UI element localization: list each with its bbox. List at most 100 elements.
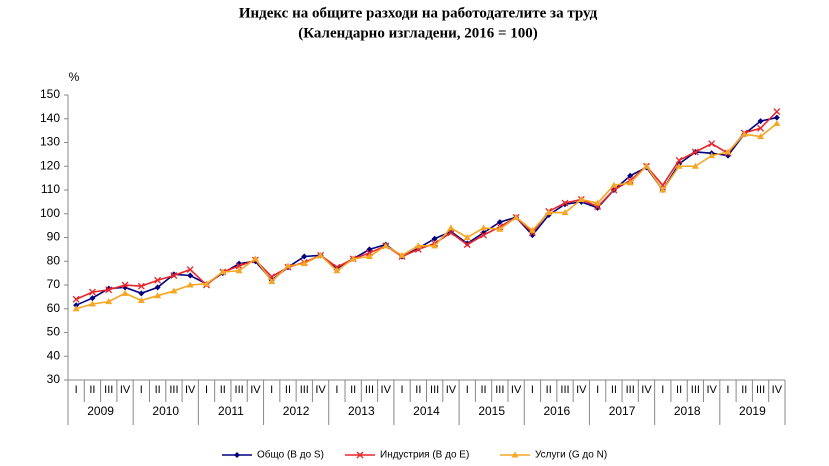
x-tick-label: II bbox=[285, 384, 291, 396]
year-label: 2016 bbox=[544, 404, 571, 418]
x-tick-label: III bbox=[169, 384, 178, 396]
data-point bbox=[610, 181, 618, 188]
legend-label: Индустрия (B до E) bbox=[380, 450, 469, 461]
x-tick-label: IV bbox=[120, 384, 131, 396]
x-tick-label: III bbox=[560, 384, 569, 396]
data-point bbox=[89, 295, 96, 302]
data-point bbox=[414, 242, 422, 249]
x-tick-label: II bbox=[350, 384, 356, 396]
year-label: 2009 bbox=[87, 404, 114, 418]
data-point bbox=[561, 199, 569, 207]
series-line bbox=[75, 111, 778, 300]
x-tick-label: IV bbox=[250, 384, 261, 396]
data-point bbox=[170, 272, 178, 279]
data-point bbox=[708, 152, 716, 159]
data-point bbox=[186, 281, 194, 288]
data-point bbox=[691, 148, 699, 156]
x-tick-label: II bbox=[611, 384, 617, 396]
data-point bbox=[431, 235, 438, 242]
data-point bbox=[301, 253, 308, 260]
x-tick-label: I bbox=[140, 384, 143, 396]
y-tick-label: 110 bbox=[41, 182, 60, 196]
y-tick-label: 130 bbox=[40, 135, 60, 149]
data-point bbox=[300, 260, 308, 267]
data-point bbox=[72, 305, 80, 312]
data-point bbox=[463, 234, 471, 240]
data-point bbox=[480, 231, 487, 239]
chart-title: Индекс на общите разходи на работодатели… bbox=[239, 5, 598, 21]
x-tick-label: I bbox=[531, 384, 534, 396]
data-point bbox=[642, 162, 650, 169]
data-point bbox=[137, 296, 145, 303]
data-point bbox=[187, 272, 194, 279]
year-label: 2017 bbox=[609, 404, 636, 418]
year-label: 2015 bbox=[478, 404, 505, 418]
year-label: 2019 bbox=[739, 404, 766, 418]
x-tick-label: II bbox=[480, 384, 486, 396]
y-tick-label: 30 bbox=[47, 372, 61, 386]
x-tick-label: IV bbox=[772, 384, 783, 396]
data-point bbox=[463, 241, 471, 249]
data-point bbox=[154, 276, 162, 284]
y-tick-label: 120 bbox=[40, 158, 60, 172]
y-tick-label: 50 bbox=[47, 325, 61, 339]
y-tick-label: 140 bbox=[40, 111, 60, 125]
x-tick-label: III bbox=[104, 384, 113, 396]
series-line bbox=[75, 122, 778, 310]
data-point bbox=[73, 302, 80, 309]
data-point bbox=[594, 199, 602, 206]
x-tick-label: IV bbox=[576, 384, 587, 396]
y-tick-label: 60 bbox=[47, 301, 61, 315]
data-point bbox=[121, 289, 129, 296]
legend-marker bbox=[234, 452, 240, 458]
data-point bbox=[72, 295, 80, 303]
x-tick-label: II bbox=[155, 384, 161, 396]
data-point bbox=[627, 172, 634, 179]
x-tick-label: I bbox=[596, 384, 599, 396]
x-tick-label: III bbox=[235, 384, 244, 396]
legend-marker bbox=[356, 451, 364, 459]
data-point bbox=[365, 253, 373, 259]
data-point bbox=[138, 290, 145, 297]
data-point bbox=[235, 262, 243, 270]
y-tick-label: 80 bbox=[47, 253, 61, 267]
x-tick-label: II bbox=[546, 384, 552, 396]
data-point bbox=[284, 262, 292, 269]
year-label: 2014 bbox=[413, 404, 440, 418]
x-tick-label: IV bbox=[706, 384, 717, 396]
legend-label: Общо (B до S) bbox=[257, 449, 324, 461]
x-tick-label: I bbox=[205, 384, 208, 396]
data-point bbox=[659, 186, 667, 193]
data-point bbox=[170, 287, 178, 294]
year-label: 2018 bbox=[674, 404, 701, 418]
legend-label: Услуги (G до N) bbox=[535, 450, 607, 461]
x-tick-label: I bbox=[270, 384, 273, 396]
y-tick-label: 70 bbox=[47, 277, 61, 291]
data-point bbox=[203, 280, 211, 287]
data-point bbox=[708, 140, 716, 148]
data-point bbox=[724, 148, 732, 155]
chart-subtitle: (Календарно изгладени, 2016 = 100) bbox=[298, 25, 538, 41]
x-tick-label: IV bbox=[185, 384, 196, 396]
data-point bbox=[154, 284, 161, 291]
data-point bbox=[121, 281, 129, 289]
data-point bbox=[626, 179, 634, 186]
data-point bbox=[757, 118, 764, 125]
data-point bbox=[382, 242, 390, 249]
x-tick-label: III bbox=[756, 384, 765, 396]
x-tick-label: II bbox=[220, 384, 226, 396]
data-point bbox=[431, 242, 439, 249]
data-point bbox=[268, 277, 276, 284]
x-tick-label: II bbox=[741, 384, 747, 396]
data-point bbox=[773, 108, 781, 116]
data-point bbox=[480, 224, 488, 231]
data-point bbox=[691, 162, 699, 169]
year-label: 2013 bbox=[348, 404, 375, 418]
x-tick-label: I bbox=[726, 384, 729, 396]
x-tick-label: IV bbox=[381, 384, 392, 396]
x-tick-label: I bbox=[75, 384, 78, 396]
year-label: 2012 bbox=[283, 404, 310, 418]
data-point bbox=[186, 266, 194, 274]
data-point bbox=[675, 156, 683, 164]
